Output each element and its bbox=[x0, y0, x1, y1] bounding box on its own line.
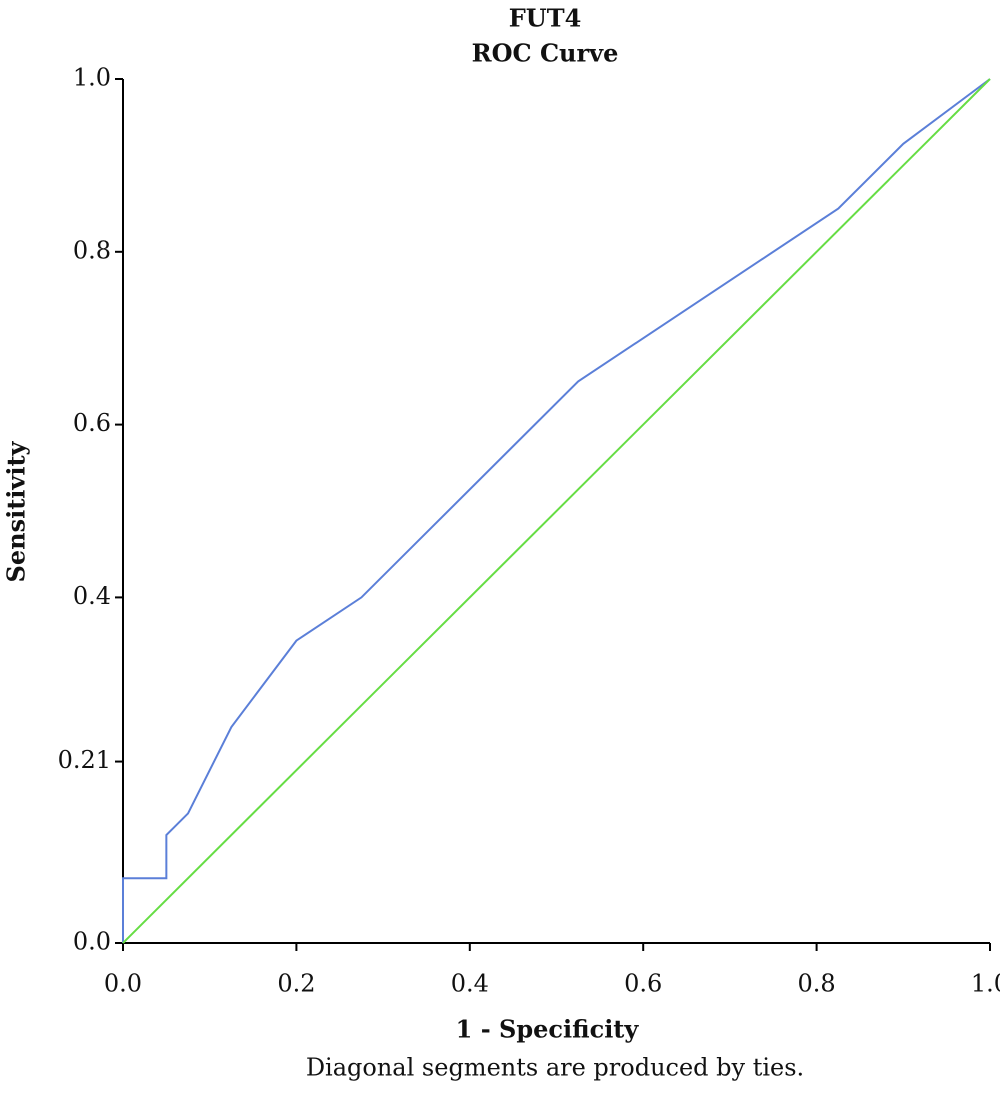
x-tick-label: 1.0 bbox=[971, 970, 1000, 998]
y-tick-label: 0.0 bbox=[73, 928, 111, 956]
x-tick-label: 0.2 bbox=[277, 970, 315, 998]
chart-subtitle: ROC Curve bbox=[472, 39, 619, 68]
x-axis-label: 1 - Specificity bbox=[456, 1015, 640, 1044]
x-tick-label: 0.8 bbox=[798, 970, 836, 998]
note: Diagonal segments are produced by ties. bbox=[306, 1054, 804, 1082]
x-tick-label: 0.0 bbox=[104, 970, 142, 998]
y-tick-label: 0.6 bbox=[73, 409, 111, 437]
x-tick-label: 0.4 bbox=[451, 970, 489, 998]
y-tick-label: 0.4 bbox=[73, 582, 111, 610]
y-axis-label: Sensitivity bbox=[2, 440, 31, 582]
y-tick-label: 1.0 bbox=[73, 64, 111, 92]
y-tick-label: 0.21 bbox=[58, 746, 111, 774]
x-tick-label: 0.6 bbox=[624, 970, 662, 998]
y-tick-label: 0.8 bbox=[73, 236, 111, 264]
series-line bbox=[122, 78, 991, 944]
chart-title: FUT4 bbox=[509, 4, 582, 33]
series-line bbox=[122, 78, 991, 943]
